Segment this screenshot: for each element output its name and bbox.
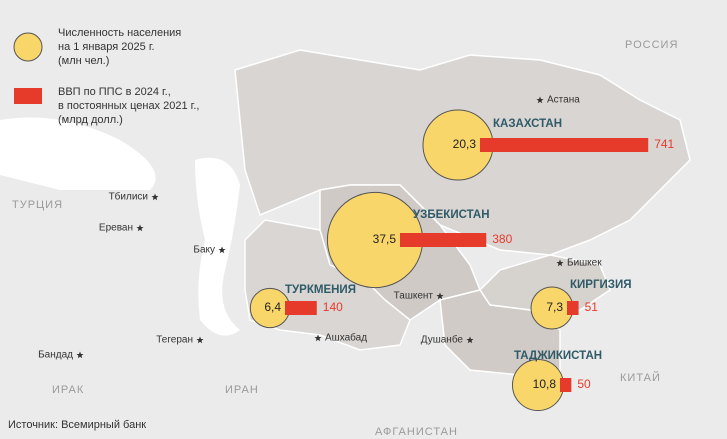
population-label: 6,4 <box>264 300 281 314</box>
gdp-bar <box>567 301 579 315</box>
neighbor-label: КИТАЙ <box>620 371 661 384</box>
caspian-sea <box>195 157 240 336</box>
legend-circle <box>13 32 43 62</box>
city-label: Бишкек <box>567 258 602 269</box>
legend-text: на 1 января 2025 г. <box>58 41 155 53</box>
country-name: УЗБЕКИСТАН <box>413 209 490 221</box>
city-label: Тбилиси <box>109 191 148 203</box>
city-label: Тегеран <box>156 335 193 346</box>
legend-text: ВВП по ППС в 2024 г., <box>58 86 171 98</box>
population-label: 37,5 <box>373 232 397 246</box>
country-name: КИРГИЗИЯ <box>570 279 631 291</box>
city-marker <box>466 336 474 344</box>
population-label: 20,3 <box>453 137 477 151</box>
city-marker <box>436 292 444 300</box>
city-marker <box>136 224 144 232</box>
gdp-label: 380 <box>492 232 512 246</box>
city-marker <box>151 193 159 201</box>
legend-text: (млн чел.) <box>58 55 109 67</box>
gdp-label: 140 <box>323 300 343 314</box>
legend-text: в постоянных ценах 2021 г., <box>58 100 199 112</box>
city-label: Баку <box>193 245 215 256</box>
tajikistan <box>439 289 561 376</box>
city-marker <box>196 336 204 344</box>
gdp-bar <box>400 233 487 247</box>
content: Численность населения на 1 января 2025 г.… <box>8 27 678 438</box>
neighbor-label: АФГАНИСТАН <box>375 426 458 438</box>
city-marker <box>76 351 84 359</box>
city-label: Душанбе <box>421 334 464 346</box>
city-label: Бандад <box>38 350 73 361</box>
neighbor-label: ИРАК <box>52 384 84 396</box>
country-name: ТАДЖИКИСТАН <box>514 350 602 362</box>
city-label: Ашхабад <box>325 332 367 344</box>
legend-text: Численность населения <box>58 27 181 39</box>
black-sea <box>0 117 156 190</box>
country-name: КАЗАХСТАН <box>493 118 562 130</box>
gdp-bar <box>285 301 317 315</box>
gdp-label: 51 <box>585 300 599 314</box>
city-marker <box>314 334 322 342</box>
neighbor-label: ТУРЦИЯ <box>12 199 63 211</box>
gdp-bar <box>480 138 649 152</box>
gdp-label: 50 <box>577 377 591 391</box>
country-name: ТУРКМЕНИЯ <box>285 284 356 296</box>
city-label: Ереван <box>99 223 133 234</box>
city-marker <box>556 259 564 267</box>
source: Источник: Всемирный банк <box>8 419 146 431</box>
gdp-bar <box>560 378 572 392</box>
city-marker <box>536 96 544 104</box>
neighbor-label: РОССИЯ <box>625 39 678 51</box>
gdp-label: 741 <box>654 137 674 151</box>
neighbor-label: ИРАН <box>225 384 259 396</box>
legend-text: (млрд долл.) <box>58 114 123 126</box>
city-label: Ташкент <box>394 291 434 302</box>
city-marker <box>218 246 226 254</box>
legend-bar <box>14 88 42 104</box>
population-label: 10,8 <box>533 377 557 391</box>
city-label: Астана <box>547 95 580 106</box>
population-label: 7,3 <box>546 300 563 314</box>
